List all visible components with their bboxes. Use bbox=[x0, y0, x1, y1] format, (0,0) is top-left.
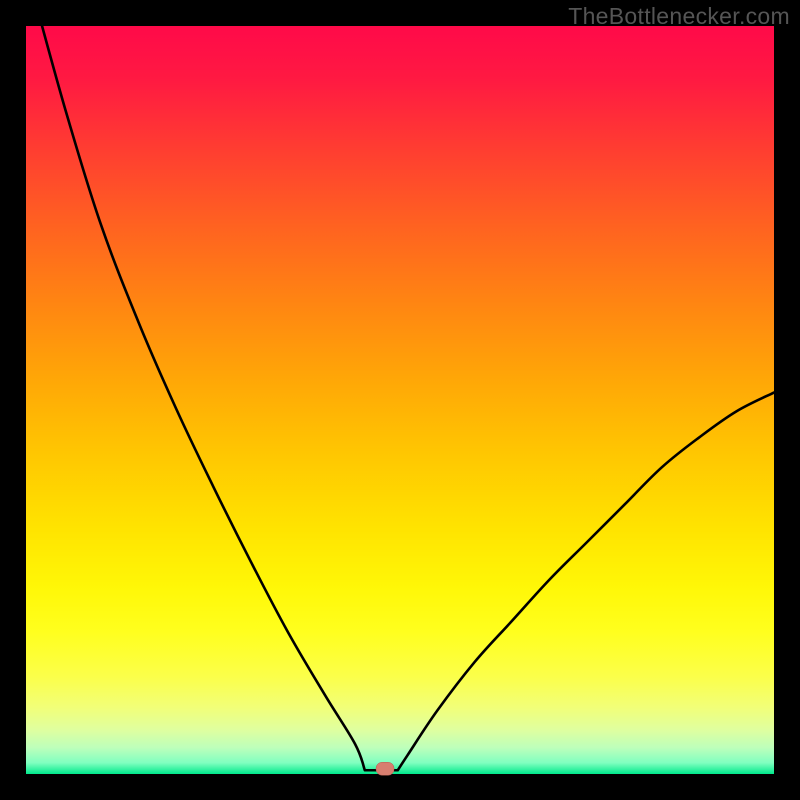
plot-background bbox=[26, 26, 774, 774]
bottleneck-chart bbox=[0, 0, 800, 800]
watermark-text[interactable]: TheBottlenecker.com bbox=[568, 3, 790, 30]
root-container: TheBottlenecker.com bbox=[0, 0, 800, 800]
optimal-point-marker bbox=[376, 762, 394, 775]
